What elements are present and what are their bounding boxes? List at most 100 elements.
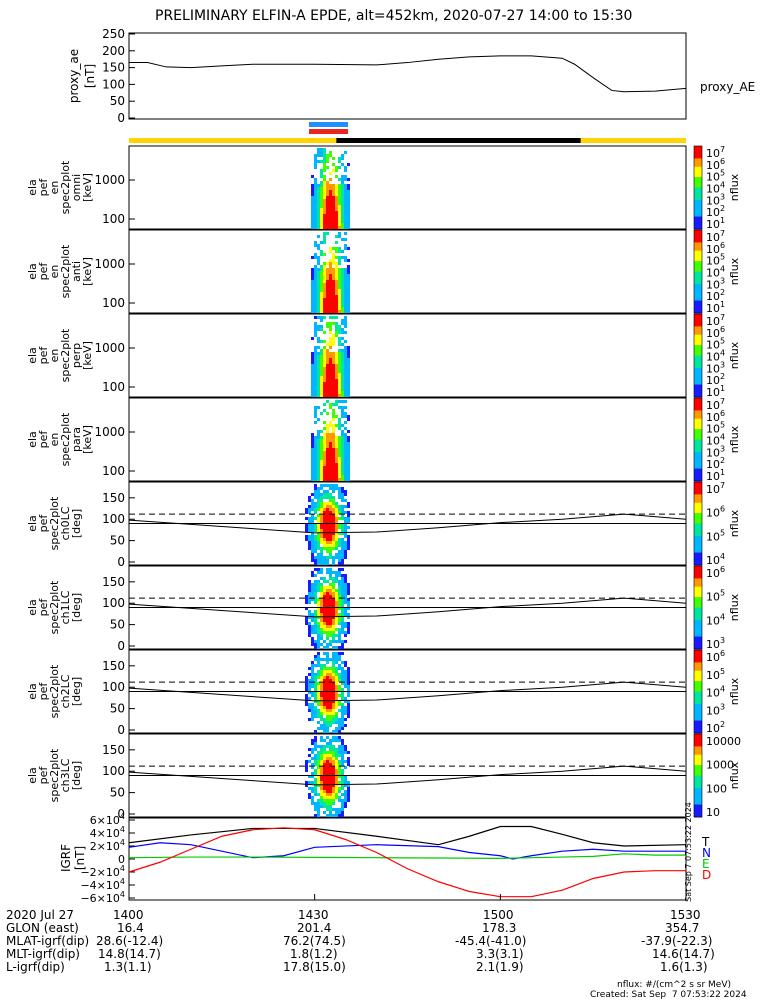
spectrogram-cell [320,181,323,184]
spectrogram-cell [314,493,317,496]
spectrogram-cell [347,784,350,787]
spectrogram-cell [326,355,329,358]
spectrogram-cell [320,769,323,772]
spectrogram-cell [347,301,350,304]
spectrogram-cell [347,781,350,784]
spectrogram-cell [317,751,320,754]
igrf-panel-frame [128,817,687,901]
spectrogram-cell [344,793,347,796]
spectrogram-cell [329,547,332,550]
spectrogram-cell [338,583,341,586]
colorbar-cell [694,607,702,611]
spectrogram-cell [341,478,344,481]
spectrogram-cell [335,538,338,541]
spectrogram-cell [329,292,332,295]
colorbar-cell [694,232,702,235]
spectrogram-cell [320,802,323,805]
spectrogram-cell [335,358,338,361]
spectrogram-cell [326,679,329,682]
colorbar-cell [694,720,702,724]
colorbar-cell [694,326,702,330]
spectrogram-cell [323,445,326,448]
spectrogram-cell [320,295,323,298]
spectrogram-cell [317,616,320,619]
spectrogram-cell [344,526,347,529]
spectrogram-cell [308,505,311,508]
spectrogram-cell [326,667,329,670]
spectrogram-cell [323,748,326,751]
colorbar-cell [694,775,702,779]
spectrogram-cell [329,403,332,406]
spectrogram-cell [341,625,344,628]
spectrogram-cell [308,544,311,547]
spectrogram-cell [311,256,314,259]
spectrogram-cell [317,463,320,466]
spectrogram-cell [332,268,335,271]
spectrogram-cell [335,190,338,193]
spectrogram-cell [338,424,341,427]
spectrogram-cell [326,808,329,811]
spectrogram-cell [329,598,332,601]
colorbar-frame [693,481,703,566]
spectrogram-cell [332,571,335,574]
spectrogram-cell [329,289,332,292]
spectrogram-cell [323,751,326,754]
colorbar-cell [694,683,702,686]
spectrogram-cell [323,427,326,430]
spectrogram-cell [335,295,338,298]
spectrogram-cell [341,595,344,598]
spectrogram-cell [314,388,317,391]
spectrogram-cell [338,193,341,196]
panel-3-ylabel: [keV] [81,341,94,370]
spectrogram-cell [317,433,320,436]
spectrogram-cell [332,583,335,586]
spectrogram-cell [344,187,347,190]
spectrogram-cell [308,601,311,604]
spectrogram-cell [335,640,338,643]
spectrogram-cell [326,697,329,700]
spectrogram-cell [341,256,344,259]
spectrogram-cell [305,685,308,688]
spectrogram-cell [314,793,317,796]
spectrogram-cell [338,310,341,313]
spectrogram-cell [335,316,338,319]
spectrogram-cell [326,787,329,790]
spectrogram-cell [329,697,332,700]
spectrogram-cell [317,643,320,646]
panel-7-ylabel: pef [37,682,50,701]
spectrogram-cell [335,613,338,616]
spectrogram-cell [314,295,317,298]
spectrogram-cell [332,253,335,256]
colorbar-cell [694,666,702,670]
spectrogram-cell [338,469,341,472]
spectrogram-cell [347,193,350,196]
spectrogram-cell [311,358,314,361]
colorbar-cell [694,402,702,405]
colorbar-cell [694,656,702,659]
spectrogram-cell [311,352,314,355]
spectrogram-cell [329,553,332,556]
spectrogram-cell [329,388,332,391]
spectrogram-cell [335,367,338,370]
igrf-side-stamp: Sat Sep 7 07:53:22 2024 [684,802,693,902]
spectrogram-cell [338,790,341,793]
spectrogram-cell [341,556,344,559]
spectrogram-cell [320,559,323,562]
panel-8-ylabel: ela [26,767,39,784]
spectrogram-cell [329,184,332,187]
spectrogram-cell [338,454,341,457]
spectrogram-cell [326,193,329,196]
spectrogram-cell [344,490,347,493]
spectrogram-cell [335,463,338,466]
spectrogram-cell [323,709,326,712]
spectrogram-cell [344,286,347,289]
spectrogram-cell [326,682,329,685]
spectrogram-cell [332,799,335,802]
spectrogram-cell [344,427,347,430]
spectrogram-cell [329,793,332,796]
spectrogram-cell [347,451,350,454]
colorbar-cell [694,170,702,174]
spectrogram-cell [338,325,341,328]
spectrogram-cell [317,727,320,730]
colorbar-cell [694,273,702,277]
